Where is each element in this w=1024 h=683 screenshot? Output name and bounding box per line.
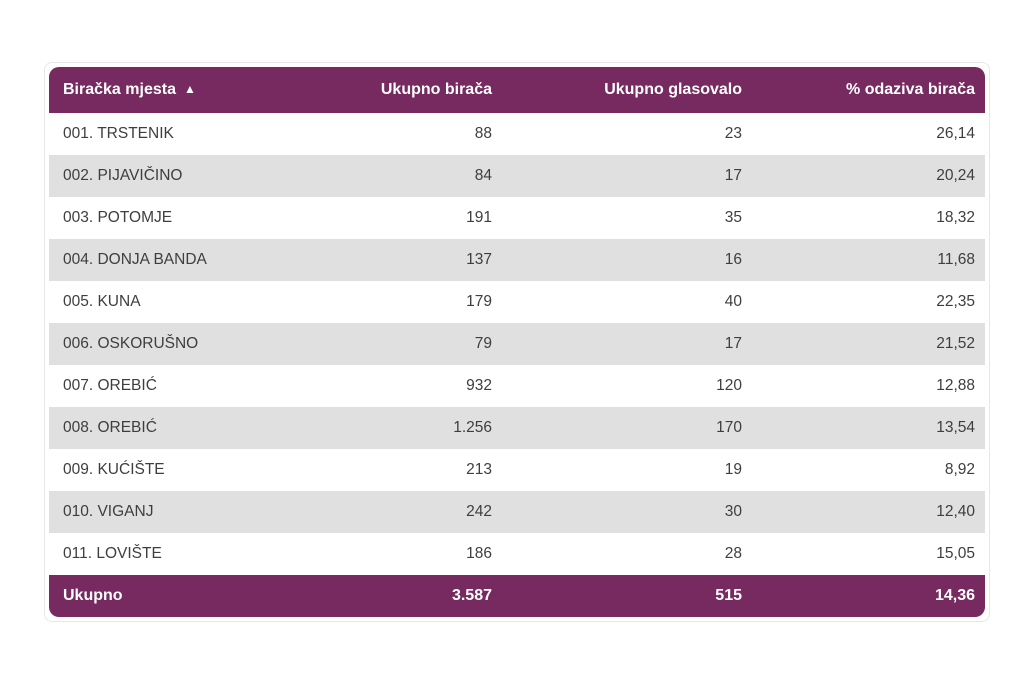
table-row: 010. VIGANJ 242 30 12,40 (49, 491, 985, 533)
cell-total-voted: 40 (724, 293, 742, 310)
column-header-label: % odaziva birača (846, 81, 975, 98)
cell-turnout-percent: 26,14 (936, 125, 975, 142)
cell-polling-place: 004. DONJA BANDA (49, 239, 349, 281)
cell-total-voters: 84 (349, 155, 502, 197)
table-row: 007. OREBIĆ 932 120 12,88 (49, 365, 985, 407)
total-voted: 515 (502, 575, 752, 617)
column-header-label: Ukupno birača (380, 81, 492, 98)
cell-polling-place: 009. KUĆIŠTE (63, 461, 165, 478)
total-turnout-percent: 14,36 (752, 575, 985, 617)
table-row: 011. LOVIŠTE 186 28 15,05 (49, 533, 985, 575)
total-label: Ukupno (49, 575, 349, 617)
cell-total-voted: 30 (502, 491, 752, 533)
cell-total-voters: 186 (466, 545, 492, 562)
column-header-ukupno-biraca[interactable]: Ukupno birača (349, 67, 502, 113)
results-table-card: Biračka mjesta ▲ Ukupno birača Ukupno gla… (44, 62, 990, 622)
cell-turnout-percent: 22,35 (936, 293, 975, 310)
cell-total-voted: 170 (502, 407, 752, 449)
total-row: Ukupno 3.587 515 14,36 (49, 575, 985, 617)
column-header-odaziv[interactable]: % odaziva birača (752, 67, 985, 113)
cell-total-voters: 932 (466, 377, 492, 394)
cell-total-voted: 35 (724, 209, 742, 226)
table-footer: Ukupno 3.587 515 14,36 (49, 575, 985, 617)
column-header-label: Ukupno glasovalo (604, 81, 742, 98)
cell-turnout-percent: 20,24 (752, 155, 985, 197)
cell-total-voted: 19 (724, 461, 742, 478)
cell-polling-place: 007. OREBIĆ (63, 377, 157, 394)
table-row: 008. OREBIĆ 1.256 170 13,54 (49, 407, 985, 449)
cell-total-voters: 88 (474, 125, 492, 142)
cell-turnout-percent: 13,54 (752, 407, 985, 449)
cell-total-voted: 28 (724, 545, 742, 562)
table-row: 006. OSKORUŠNO 79 17 21,52 (49, 323, 985, 365)
table-row: 009. KUĆIŠTE 213 19 8,92 (49, 449, 985, 491)
cell-total-voted: 23 (724, 125, 742, 142)
cell-total-voters: 191 (466, 209, 492, 226)
cell-total-voted: 16 (502, 239, 752, 281)
cell-polling-place: 011. LOVIŠTE (63, 545, 162, 562)
cell-polling-place: 001. TRSTENIK (63, 125, 174, 142)
cell-turnout-percent: 8,92 (944, 461, 975, 478)
column-header-label: Biračka mjesta (63, 81, 176, 98)
cell-total-voters: 179 (466, 293, 492, 310)
header-row: Biračka mjesta ▲ Ukupno birača Ukupno gla… (49, 67, 985, 113)
cell-polling-place: 010. VIGANJ (49, 491, 349, 533)
cell-polling-place: 008. OREBIĆ (49, 407, 349, 449)
table-row: 001. TRSTENIK 88 23 26,14 (49, 113, 985, 155)
cell-total-voted: 17 (502, 155, 752, 197)
cell-polling-place: 002. PIJAVIČINO (49, 155, 349, 197)
cell-turnout-percent: 21,52 (752, 323, 985, 365)
cell-turnout-percent: 15,05 (936, 545, 975, 562)
cell-polling-place: 006. OSKORUŠNO (49, 323, 349, 365)
table-row: 005. KUNA 179 40 22,35 (49, 281, 985, 323)
cell-polling-place: 005. KUNA (63, 293, 141, 310)
cell-total-voters: 79 (349, 323, 502, 365)
column-header-biracka-mjesta[interactable]: Biračka mjesta ▲ (49, 67, 349, 113)
table-body: 001. TRSTENIK 88 23 26,14 002. PIJAVIČIN… (49, 113, 985, 575)
table-row: 002. PIJAVIČINO 84 17 20,24 (49, 155, 985, 197)
cell-total-voted: 17 (502, 323, 752, 365)
column-header-ukupno-glasovalo[interactable]: Ukupno glasovalo (502, 67, 752, 113)
total-voters: 3.587 (349, 575, 502, 617)
cell-total-voters: 213 (466, 461, 492, 478)
cell-total-voters: 137 (349, 239, 502, 281)
cell-total-voted: 120 (716, 377, 742, 394)
table-row: 004. DONJA BANDA 137 16 11,68 (49, 239, 985, 281)
cell-turnout-percent: 12,40 (752, 491, 985, 533)
cell-turnout-percent: 11,68 (752, 239, 985, 281)
table-row: 003. POTOMJE 191 35 18,32 (49, 197, 985, 239)
cell-polling-place: 003. POTOMJE (63, 209, 173, 226)
cell-turnout-percent: 18,32 (936, 209, 975, 226)
table-header: Biračka mjesta ▲ Ukupno birača Ukupno gla… (49, 67, 985, 113)
results-table: Biračka mjesta ▲ Ukupno birača Ukupno gla… (49, 67, 985, 617)
cell-total-voters: 1.256 (349, 407, 502, 449)
sort-ascending-icon: ▲ (183, 82, 196, 96)
cell-total-voters: 242 (349, 491, 502, 533)
cell-turnout-percent: 12,88 (936, 377, 975, 394)
